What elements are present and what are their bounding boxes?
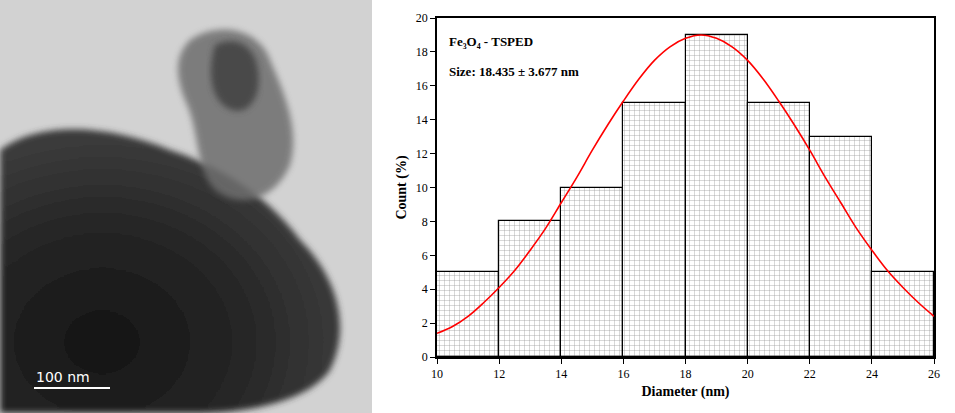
svg-text:26: 26 (928, 367, 940, 381)
svg-text:8: 8 (422, 215, 428, 229)
svg-text:24: 24 (866, 367, 878, 381)
svg-text:10: 10 (416, 181, 428, 195)
svg-text:20: 20 (742, 367, 754, 381)
svg-text:4: 4 (422, 282, 428, 296)
svg-text:12: 12 (416, 147, 428, 161)
svg-text:14: 14 (416, 113, 428, 127)
svg-text:2: 2 (422, 316, 428, 330)
svg-text:16: 16 (416, 79, 428, 93)
svg-text:18: 18 (680, 367, 692, 381)
svg-text:14: 14 (555, 367, 567, 381)
svg-text:Size: 18.435 ± 3.677 nm: Size: 18.435 ± 3.677 nm (449, 64, 579, 79)
svg-text:18: 18 (416, 45, 428, 59)
svg-text:10: 10 (431, 367, 443, 381)
svg-text:100 nm: 100 nm (36, 369, 90, 385)
svg-text:0: 0 (422, 350, 428, 364)
svg-text:Fe₃O₄ - TSPED: Fe₃O₄ - TSPED (449, 34, 533, 49)
svg-text:12: 12 (493, 367, 505, 381)
svg-text:20: 20 (416, 11, 428, 25)
svg-text:16: 16 (617, 367, 629, 381)
svg-text:Count (%): Count (%) (394, 155, 410, 220)
svg-text:6: 6 (422, 249, 428, 263)
svg-text:22: 22 (804, 367, 816, 381)
svg-text:Diameter (nm): Diameter (nm) (642, 384, 730, 400)
